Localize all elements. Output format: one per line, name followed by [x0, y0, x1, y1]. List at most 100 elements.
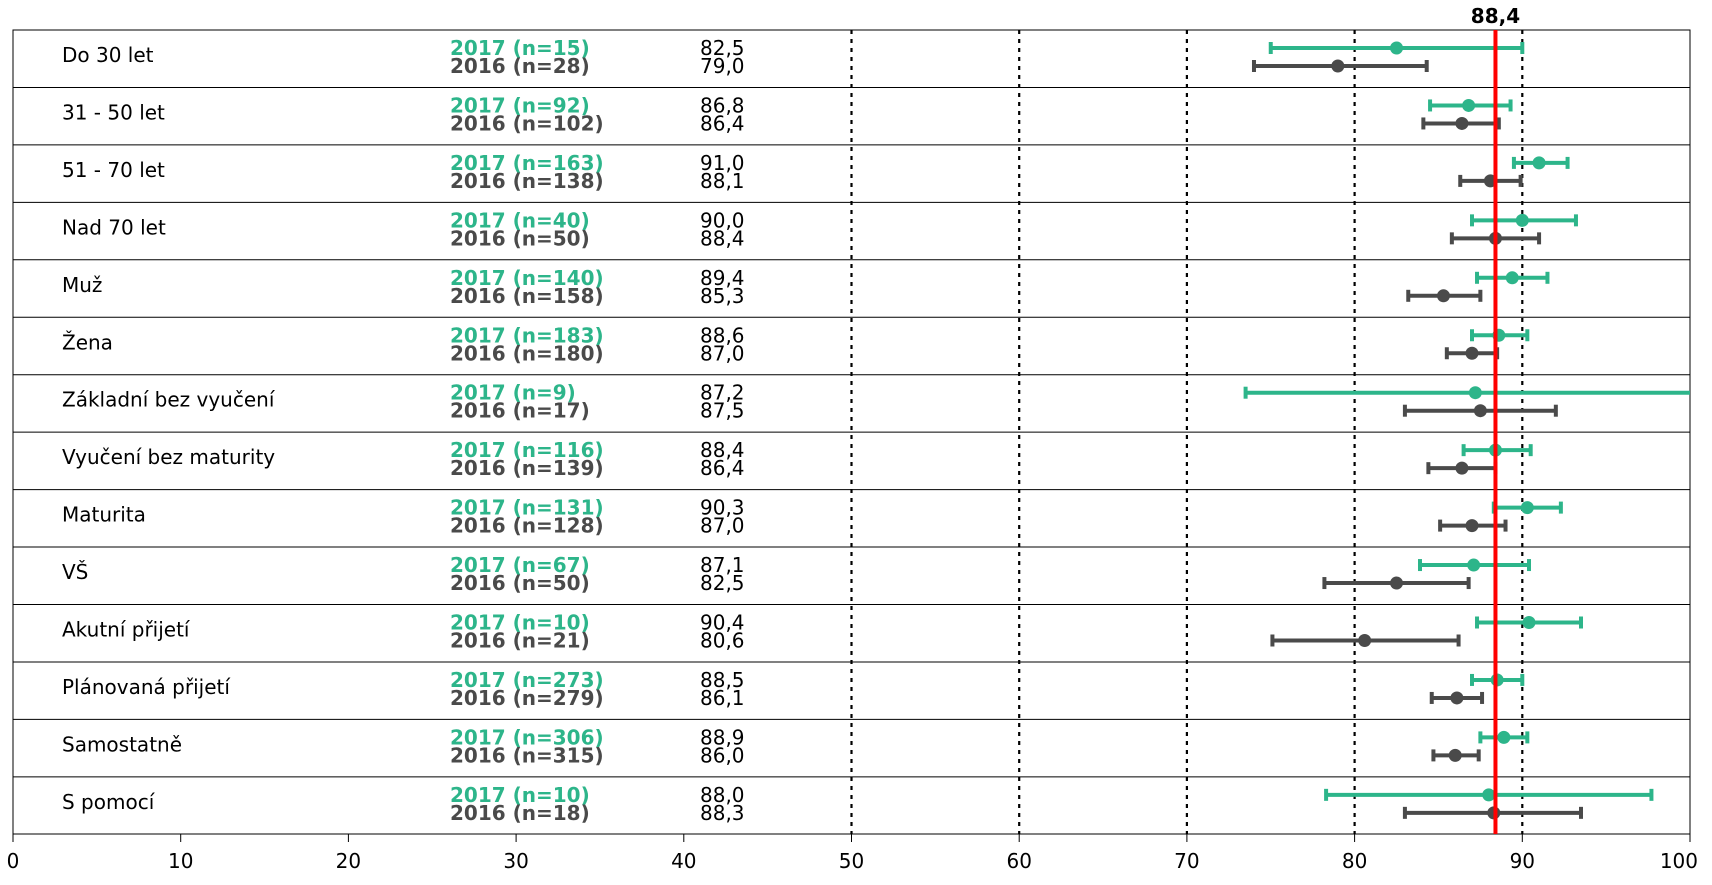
value-2017-text: 87,2 [700, 381, 745, 405]
point-2017 [1505, 271, 1519, 285]
errorbar-2017 [1428, 98, 1513, 112]
value-2017-text: 88,9 [700, 725, 745, 749]
value-2017-text: 89,4 [700, 266, 745, 290]
errorbar-2017 [1475, 271, 1550, 285]
point-2016 [1455, 116, 1469, 130]
row-9: VŠ 2017 (n=67) 87,1 2016 (n=50) 82,5 [62, 553, 745, 595]
value-2016-text: 80,6 [700, 629, 745, 653]
row-12: Samostatně 2017 (n=306) 88,9 2016 (n=315) 86… [62, 725, 745, 767]
value-2016-text: 79,0 [700, 54, 745, 78]
x-tick-label: 10 [168, 849, 193, 873]
category-label: Základní bez vyučení [62, 388, 276, 412]
row-13: S pomocí 2017 (n=10) 88,0 2016 (n=18) 88,3 [62, 783, 745, 825]
category-label: 31 - 50 let [62, 100, 165, 124]
series-2016-label: 2016 (n=180) [450, 341, 604, 365]
row-10: Akutní přijetí 2017 (n=10) 90,4 2016 (n=21)… [62, 611, 745, 653]
category-label: S pomocí [62, 790, 156, 814]
errorbar-2017 [1511, 156, 1570, 170]
category-label: Vyučení bez maturity [62, 445, 275, 469]
errorbar-2016 [1444, 346, 1500, 360]
x-axis: 0 10 20 30 40 50 60 70 80 90 100 [7, 834, 1698, 873]
value-2016-text: 88,1 [700, 169, 745, 193]
value-2017-text: 91,0 [700, 151, 745, 175]
errorbar-2016 [1402, 404, 1558, 418]
value-2016-text: 86,1 [700, 686, 745, 710]
point-2016 [1473, 404, 1487, 418]
x-tick-label: 60 [1006, 849, 1031, 873]
point-2017 [1515, 213, 1529, 227]
x-tick-label: 100 [1660, 849, 1698, 873]
errorbar-2016 [1251, 59, 1429, 73]
point-2016 [1331, 59, 1345, 73]
category-label: Samostatně [62, 732, 182, 756]
category-label: Maturita [62, 503, 146, 527]
value-2016-text: 87,5 [700, 399, 745, 423]
series-2016-label: 2016 (n=28) [450, 54, 590, 78]
category-label: Do 30 let [62, 43, 154, 67]
row-5: Žena 2017 (n=183) 88,6 2016 (n=180) 87,0 [62, 323, 745, 365]
value-2016-text: 86,4 [700, 456, 745, 480]
row-6: Základní bez vyučení 2017 (n=9) 87,2 2016 (… [62, 381, 745, 423]
errorbar-2017 [1469, 213, 1578, 227]
series-2016-label: 2016 (n=128) [450, 514, 604, 538]
value-2017-text: 88,4 [700, 438, 745, 462]
reference-layer: 88,4 [1471, 4, 1520, 834]
series-2017-label: 2017 (n=67) [450, 553, 590, 577]
row-11: Plánovaná přijetí 2017 (n=273) 88,5 2016 (n… [62, 668, 745, 710]
value-2017-text: 90,0 [700, 208, 745, 232]
point-2016 [1448, 748, 1462, 762]
value-2016-text: 85,3 [700, 284, 745, 308]
rows-layer: Do 30 let 2017 (n=15) 82,5 2016 (n=28) 79,0 3… [62, 36, 745, 825]
category-label: VŠ [62, 560, 88, 584]
series-2016-label: 2016 (n=315) [450, 743, 604, 767]
point-2016 [1465, 346, 1479, 360]
x-tick-label: 0 [7, 849, 20, 873]
row-4: Muž 2017 (n=140) 89,4 2016 (n=158) 85,3 [62, 266, 745, 308]
value-2016-text: 82,5 [700, 571, 745, 595]
x-tick-label: 90 [1510, 849, 1535, 873]
errorbar-2016 [1270, 634, 1461, 647]
errorbar-2016 [1458, 174, 1523, 188]
series-2016-label: 2016 (n=139) [450, 456, 604, 480]
errorbar-2016 [1429, 691, 1485, 705]
point-2016 [1465, 519, 1479, 533]
point-2016 [1436, 289, 1450, 303]
x-tick-label: 40 [671, 849, 696, 873]
point-2016 [1450, 691, 1464, 705]
errorbar-2017 [1324, 788, 1654, 802]
category-label: Plánovaná přijetí [62, 675, 231, 699]
value-2016-text: 88,4 [700, 226, 745, 250]
point-2017 [1532, 156, 1546, 170]
row-0: Do 30 let 2017 (n=15) 82,5 2016 (n=28) 79,0 [62, 36, 745, 78]
row-3: Nad 70 let 2017 (n=40) 90,0 2016 (n=50) 88,4 [62, 208, 745, 250]
series-2016-label: 2016 (n=102) [450, 111, 604, 135]
value-2017-text: 86,8 [700, 93, 745, 117]
errorbar-2017 [1243, 386, 1690, 400]
category-label: Žena [62, 330, 113, 354]
x-tick-label: 70 [1174, 849, 1199, 873]
point-2017 [1468, 386, 1482, 400]
row-7: Vyučení bez maturity 2017 (n=116) 88,4 2016… [62, 438, 745, 480]
category-label: Akutní přijetí [62, 618, 191, 642]
series-2016-label: 2016 (n=18) [450, 801, 590, 825]
series-2016-label: 2016 (n=21) [450, 629, 590, 653]
series-2017-label: 2017 (n=10) [450, 611, 590, 635]
category-label: Nad 70 let [62, 215, 166, 239]
value-2017-text: 88,0 [700, 783, 745, 807]
series-2017-label: 2017 (n=163) [450, 151, 604, 175]
series-2017-label: 2017 (n=116) [450, 438, 604, 462]
value-2016-text: 86,0 [700, 743, 745, 767]
reference-label: 88,4 [1471, 4, 1520, 28]
value-2017-text: 90,4 [700, 611, 745, 635]
errorbar-2017 [1418, 558, 1532, 572]
series-2016-label: 2016 (n=50) [450, 226, 590, 250]
value-2017-text: 90,3 [700, 496, 745, 520]
series-2017-label: 2017 (n=9) [450, 381, 576, 405]
x-tick-label: 50 [839, 849, 864, 873]
series-2016-label: 2016 (n=50) [450, 571, 590, 595]
value-2016-text: 88,3 [700, 801, 745, 825]
point-2017 [1462, 98, 1476, 112]
errorbar-2016 [1322, 576, 1471, 590]
series-2016-label: 2016 (n=138) [450, 169, 604, 193]
